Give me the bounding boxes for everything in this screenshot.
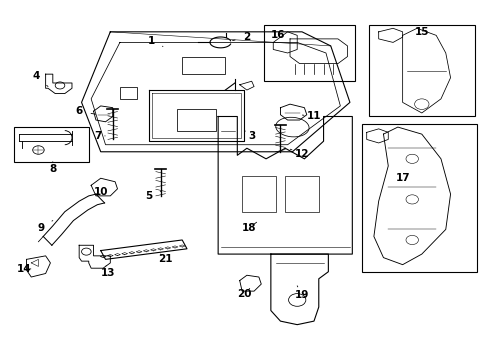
Text: 2: 2 (232, 32, 250, 42)
Bar (182, 57, 225, 74)
Text: 6: 6 (75, 106, 96, 116)
Text: 5: 5 (145, 191, 160, 201)
Bar (177, 109, 215, 131)
Text: 16: 16 (270, 30, 285, 40)
Bar (242, 176, 275, 212)
Bar (120, 86, 137, 99)
Bar (15, 127, 89, 162)
Text: 21: 21 (158, 254, 172, 264)
Bar (285, 176, 318, 212)
Text: 20: 20 (237, 288, 251, 298)
Text: 17: 17 (394, 173, 409, 183)
Text: 12: 12 (290, 149, 308, 158)
Text: 7: 7 (95, 131, 105, 141)
Bar (263, 25, 354, 81)
Bar (368, 25, 473, 117)
Text: 14: 14 (17, 264, 31, 274)
Text: 15: 15 (414, 27, 428, 37)
Text: 10: 10 (93, 187, 108, 197)
Text: 1: 1 (147, 36, 163, 46)
Text: 3: 3 (244, 130, 255, 141)
Text: 9: 9 (37, 221, 53, 233)
Text: 11: 11 (302, 112, 321, 121)
Text: 18: 18 (242, 222, 256, 233)
Text: 8: 8 (49, 162, 56, 174)
Bar (361, 123, 476, 272)
Text: 19: 19 (294, 286, 308, 300)
Text: 4: 4 (32, 71, 48, 86)
Text: 13: 13 (101, 266, 115, 279)
